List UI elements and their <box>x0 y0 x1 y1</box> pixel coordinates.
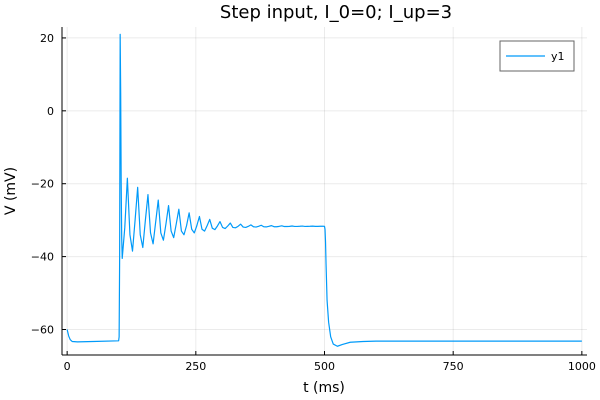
x-tick-label: 1000 <box>568 360 596 373</box>
y-axis-label: V (mV) <box>3 167 19 215</box>
x-ticks: 0 250 500 750 1000 <box>64 351 596 373</box>
series-line-y1 <box>66 33 582 347</box>
y-tick-label: −60 <box>31 323 54 336</box>
x-tick-label: 750 <box>443 360 464 373</box>
y-tick-label: 0 <box>47 105 54 118</box>
x-tick-label: 500 <box>314 360 335 373</box>
grid <box>62 27 587 355</box>
legend-label-y1: y1 <box>551 50 565 63</box>
y-ticks: −60 −40 −20 0 20 <box>31 32 66 336</box>
legend: y1 <box>499 40 575 72</box>
x-axis-label: t (ms) <box>303 380 345 396</box>
x-tick-label: 0 <box>64 360 71 373</box>
x-tick-label: 250 <box>185 360 206 373</box>
y-tick-label: 20 <box>40 32 54 45</box>
series-layer <box>66 33 582 347</box>
y-tick-label: −20 <box>31 178 54 191</box>
y-tick-label: −40 <box>31 251 54 264</box>
chart-title: Step input, I_0=0; I_up=3 <box>220 2 452 23</box>
